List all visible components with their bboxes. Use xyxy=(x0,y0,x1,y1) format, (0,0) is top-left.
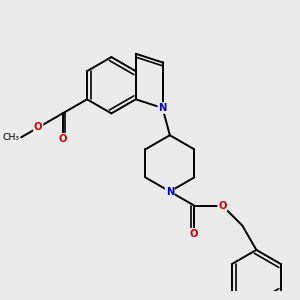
Text: O: O xyxy=(58,134,67,144)
Text: O: O xyxy=(34,122,43,133)
Text: O: O xyxy=(218,201,226,211)
Text: O: O xyxy=(190,229,199,239)
Text: N: N xyxy=(158,103,167,113)
Text: N: N xyxy=(166,187,174,196)
Text: CH₃: CH₃ xyxy=(3,133,20,142)
